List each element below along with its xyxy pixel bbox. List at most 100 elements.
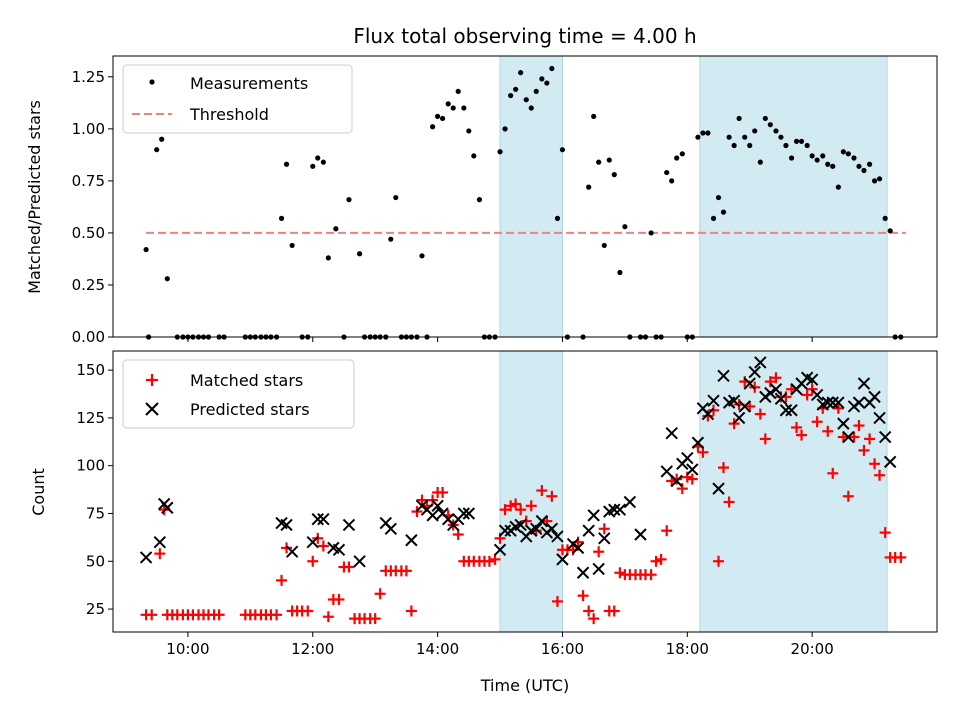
predicted-star-point — [665, 426, 678, 440]
matched-star-point — [583, 605, 595, 617]
matched-star-point — [832, 402, 844, 414]
matched-star-point — [650, 555, 662, 567]
matched-star-point — [333, 594, 345, 606]
measurement-point — [154, 147, 160, 153]
measurement-point — [596, 159, 602, 165]
measurement-point — [164, 276, 170, 282]
measurement-point — [320, 159, 326, 165]
predicted-star-point — [738, 400, 751, 413]
measurement-point — [611, 172, 617, 178]
top-x-ticks — [187, 337, 813, 342]
measurement-point — [502, 126, 508, 132]
matched-star-point — [588, 613, 600, 625]
matched-star-point — [525, 500, 537, 512]
legend-measurements-marker — [149, 79, 155, 85]
measurement-point — [356, 251, 363, 257]
predicted-star-point — [754, 356, 767, 369]
predicted-star-point — [670, 474, 683, 488]
legend-predicted-marker — [145, 402, 159, 416]
predicted-star-point — [707, 394, 720, 407]
matched-star-point — [322, 611, 334, 623]
predicted-star-point — [712, 482, 725, 495]
legend-measurements-label: Measurements — [190, 74, 308, 93]
predicted-star-point — [535, 514, 549, 528]
matched-star-point — [853, 420, 865, 432]
matched-star-point — [593, 546, 605, 558]
matched-star-point — [146, 609, 158, 621]
predicted-star-point — [868, 390, 881, 404]
measurement-point — [617, 269, 623, 276]
predicted-star-point — [530, 522, 543, 535]
bottom-legend: Matched stars Predicted stars — [122, 359, 355, 429]
top-y-tick-label: 0.00 — [72, 328, 105, 346]
matched-star-point — [645, 569, 657, 581]
legend-threshold-label: Threshold — [189, 105, 269, 124]
measurement-point — [726, 134, 732, 140]
predicted-star-point — [701, 407, 715, 421]
predicted-star-point — [686, 463, 699, 476]
predicted-star-point — [405, 534, 418, 547]
legend-predicted-label: Predicted stars — [190, 400, 310, 419]
predicted-star-point — [748, 365, 761, 379]
measurement-point — [518, 70, 524, 76]
measurement-point — [882, 215, 888, 221]
measurement-point — [871, 178, 878, 184]
measurement-point — [601, 242, 607, 249]
x-tick-label: 16:00 — [541, 640, 584, 658]
matched-star-point — [827, 467, 839, 479]
measurement-point — [778, 134, 784, 140]
predicted-stars-series — [139, 356, 897, 579]
top-y-tick-label: 1.25 — [72, 68, 105, 86]
measurement-point — [393, 194, 399, 201]
matched-star-point — [759, 433, 771, 445]
matched-star-point — [869, 458, 881, 470]
matched-star-point — [655, 553, 667, 565]
measurement-point — [695, 134, 701, 140]
predicted-star-point — [857, 377, 871, 390]
measurement-point — [283, 161, 290, 167]
matched-star-point — [577, 590, 589, 602]
measurement-point — [450, 105, 456, 111]
measurement-point — [435, 113, 441, 119]
measurement-point — [455, 88, 461, 94]
predicted-star-point — [769, 383, 783, 396]
measurement-point — [278, 215, 285, 221]
predicted-star-point — [785, 404, 798, 417]
predicted-star-point — [608, 503, 621, 516]
measurement-point — [835, 184, 841, 190]
measurement-point — [508, 92, 514, 99]
x-tick-label: 14:00 — [416, 640, 459, 658]
matched-star-point — [499, 504, 511, 516]
measurement-point — [767, 122, 773, 128]
matched-star-point — [510, 498, 522, 510]
matched-star-point — [791, 421, 803, 433]
measurement-point — [622, 224, 628, 230]
measurement-point — [346, 197, 352, 203]
measurement-point — [648, 230, 654, 236]
matched-star-point — [614, 567, 626, 579]
measurement-point — [851, 155, 857, 161]
measurement-point — [773, 128, 779, 134]
predicted-star-point — [681, 451, 694, 465]
matched-star-point — [811, 416, 823, 428]
predicted-star-point — [623, 495, 637, 509]
matched-star-point — [842, 490, 854, 502]
legend-matched-label: Matched stars — [190, 371, 303, 390]
matched-star-point — [895, 551, 907, 563]
top-shaded-span — [499, 55, 563, 338]
top-shaded-regions — [499, 55, 888, 338]
x-tick-label: 20:00 — [791, 640, 834, 658]
matched-star-point — [276, 574, 288, 586]
bottom-y-tick-label: 150 — [76, 361, 105, 379]
matched-star-point — [822, 425, 834, 437]
measurement-point — [840, 149, 846, 155]
matched-star-point — [369, 613, 381, 625]
predicted-star-point — [732, 411, 746, 425]
predicted-star-point — [691, 436, 705, 449]
matched-star-point — [858, 444, 870, 456]
matched-star-point — [271, 609, 283, 621]
bottom-y-tick-label: 50 — [86, 552, 105, 570]
measurement-point — [762, 115, 768, 122]
measurement-point — [497, 149, 503, 155]
predicted-star-point — [582, 524, 595, 537]
